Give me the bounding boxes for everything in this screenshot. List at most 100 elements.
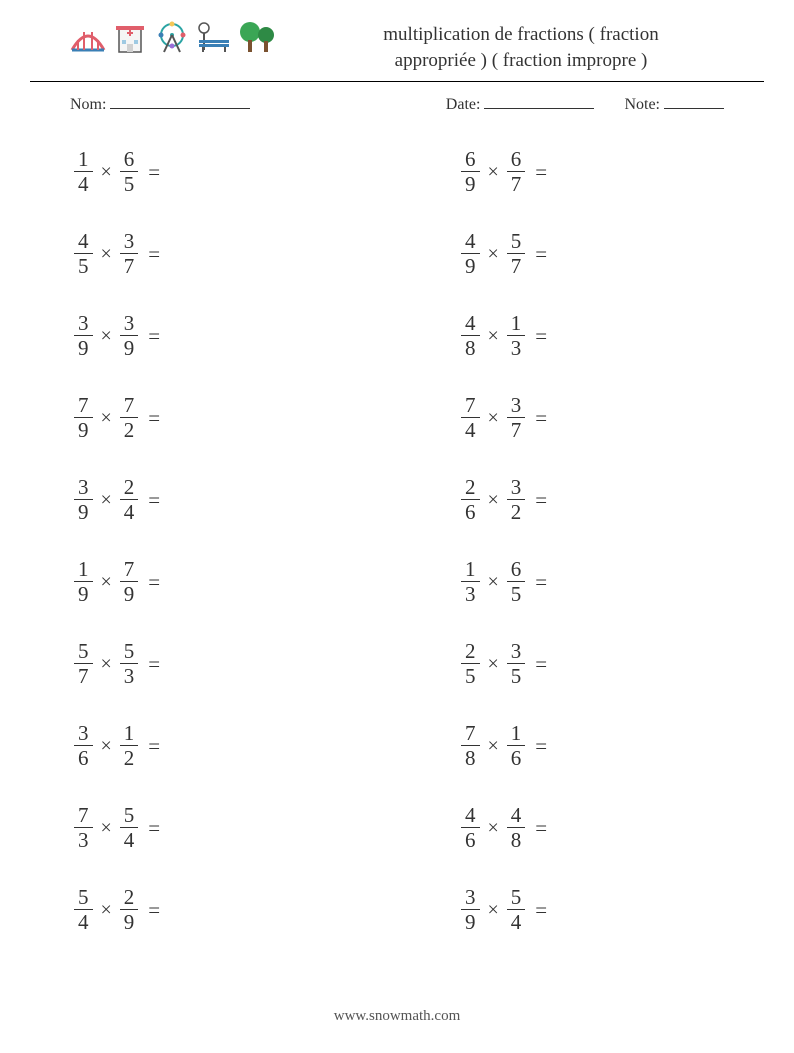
equals-symbol: = (142, 242, 166, 267)
times-symbol: × (97, 325, 116, 348)
denominator: 2 (120, 746, 139, 769)
denominator: 9 (120, 910, 139, 933)
times-symbol: × (484, 325, 503, 348)
fraction-b: 72 (120, 395, 139, 441)
numerator: 5 (74, 641, 93, 663)
equals-symbol: = (529, 734, 553, 759)
times-symbol: × (97, 817, 116, 840)
numerator: 2 (120, 477, 139, 499)
denominator: 9 (74, 336, 93, 359)
denominator: 6 (461, 500, 480, 523)
denominator: 7 (507, 254, 526, 277)
numerator: 7 (461, 723, 480, 745)
denominator: 3 (74, 828, 93, 851)
numerator: 3 (120, 231, 139, 253)
times-symbol: × (484, 489, 503, 512)
problem: 73×54= (70, 800, 337, 856)
problem: 78×16= (457, 718, 724, 774)
equals-symbol: = (529, 406, 553, 431)
name-blank[interactable] (110, 92, 250, 109)
note-label: Note: (624, 96, 660, 113)
fraction-a: 39 (461, 887, 480, 933)
problem: 26×32= (457, 472, 724, 528)
denominator: 9 (461, 172, 480, 195)
times-symbol: × (484, 817, 503, 840)
problems-grid: 14×65=69×67=45×37=49×57=39×39=48×13=79×7… (0, 114, 794, 938)
denominator: 9 (74, 500, 93, 523)
denominator: 7 (74, 664, 93, 687)
name-label: Nom: (70, 96, 106, 113)
problem: 46×48= (457, 800, 724, 856)
fraction-a: 39 (74, 313, 93, 359)
problem: 74×37= (457, 390, 724, 446)
numerator: 3 (507, 641, 526, 663)
times-symbol: × (484, 161, 503, 184)
denominator: 9 (120, 582, 139, 605)
times-symbol: × (97, 489, 116, 512)
fraction-a: 14 (74, 149, 93, 195)
fraction-b: 32 (507, 477, 526, 523)
fraction-b: 65 (120, 149, 139, 195)
denominator: 5 (507, 582, 526, 605)
problem: 13×65= (457, 554, 724, 610)
worksheet-title: multiplication de fractions ( fraction a… (278, 20, 724, 73)
fraction-b: 29 (120, 887, 139, 933)
numerator: 3 (74, 723, 93, 745)
meta-row: Nom: Date: Note: (30, 82, 764, 114)
fraction-a: 57 (74, 641, 93, 687)
hospital-icon (112, 20, 148, 56)
denominator: 9 (461, 254, 480, 277)
denominator: 5 (461, 664, 480, 687)
date-field: Date: (446, 92, 595, 114)
fraction-b: 67 (507, 149, 526, 195)
equals-symbol: = (142, 652, 166, 677)
fraction-b: 37 (507, 395, 526, 441)
numerator: 3 (507, 477, 526, 499)
fraction-b: 12 (120, 723, 139, 769)
denominator: 4 (74, 910, 93, 933)
denominator: 5 (74, 254, 93, 277)
fraction-b: 79 (120, 559, 139, 605)
bench-icon (196, 20, 232, 56)
times-symbol: × (97, 653, 116, 676)
times-symbol: × (97, 899, 116, 922)
numerator: 4 (461, 313, 480, 335)
problem: 39×54= (457, 882, 724, 938)
problem: 45×37= (70, 226, 337, 282)
fraction-a: 54 (74, 887, 93, 933)
numerator: 2 (120, 887, 139, 909)
problem: 39×39= (70, 308, 337, 364)
equals-symbol: = (142, 324, 166, 349)
times-symbol: × (484, 571, 503, 594)
equals-symbol: = (529, 816, 553, 841)
problem: 57×53= (70, 636, 337, 692)
equals-symbol: = (142, 570, 166, 595)
fraction-a: 46 (461, 805, 480, 851)
denominator: 3 (461, 582, 480, 605)
numerator: 4 (461, 805, 480, 827)
denominator: 2 (120, 418, 139, 441)
header: multiplication de fractions ( fraction a… (30, 0, 764, 82)
denominator: 9 (74, 418, 93, 441)
fraction-b: 13 (507, 313, 526, 359)
numerator: 7 (120, 559, 139, 581)
numerator: 1 (507, 313, 526, 335)
note-blank[interactable] (664, 92, 724, 109)
equals-symbol: = (529, 898, 553, 923)
equals-symbol: = (142, 734, 166, 759)
fraction-a: 73 (74, 805, 93, 851)
numerator: 5 (507, 887, 526, 909)
denominator: 2 (507, 500, 526, 523)
ferris-wheel-icon (154, 20, 190, 56)
numerator: 1 (461, 559, 480, 581)
times-symbol: × (97, 161, 116, 184)
date-blank[interactable] (484, 92, 594, 109)
denominator: 5 (120, 172, 139, 195)
problem: 39×24= (70, 472, 337, 528)
numerator: 3 (120, 313, 139, 335)
denominator: 4 (120, 828, 139, 851)
fraction-a: 39 (74, 477, 93, 523)
denominator: 6 (507, 746, 526, 769)
worksheet-page: multiplication de fractions ( fraction a… (0, 0, 794, 1053)
denominator: 4 (74, 172, 93, 195)
